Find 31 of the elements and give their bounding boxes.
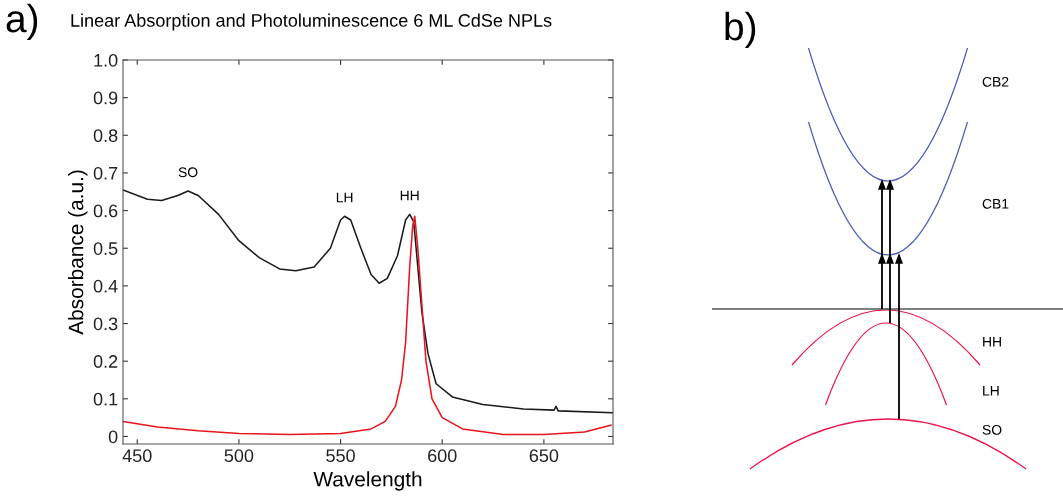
text: b) (725, 11, 756, 49)
y-tick-label: 0.6 (93, 204, 118, 218)
x-tick-label: 650 (529, 449, 559, 463)
y-tick-label: 0.5 (93, 242, 118, 255)
x-tick-label: 450 (122, 449, 152, 463)
text: CB2 (982, 76, 1009, 87)
y-tick-label: 0.1 (93, 392, 118, 406)
x-tick-label: 550 (326, 449, 355, 463)
text: HH (983, 337, 1001, 347)
text: CB1 (982, 198, 1009, 209)
y-tick-label: 0.2 (93, 355, 118, 368)
x-axis-title: Wavelength (313, 471, 422, 491)
text: SO (982, 424, 1002, 435)
annotation: SO (178, 167, 198, 178)
y-tick-label: 0.7 (93, 166, 118, 180)
y-tick-label: 0.4 (93, 279, 118, 293)
y-tick-label: 1.0 (94, 53, 118, 67)
chart-title: Linear Absorption and Photoluminescence 6 ML CdSe NPLs (71, 13, 552, 31)
x-tick-label: 600 (428, 449, 457, 463)
y-tick-label: 0 (108, 430, 118, 444)
text: LH (983, 386, 999, 396)
x-tick-label: 500 (224, 449, 254, 463)
annotation: LH (336, 192, 353, 203)
text: a) (6, 3, 38, 41)
y-axis-title: Absorbance (a.u.) (68, 170, 88, 335)
line-series (123, 215, 612, 436)
annotation: HH (400, 190, 419, 201)
y-tick-label: 0.3 (93, 317, 118, 331)
y-tick-label: 0.9 (93, 91, 118, 105)
y-tick-label: 0.8 (93, 129, 118, 143)
line-series (123, 189, 613, 414)
